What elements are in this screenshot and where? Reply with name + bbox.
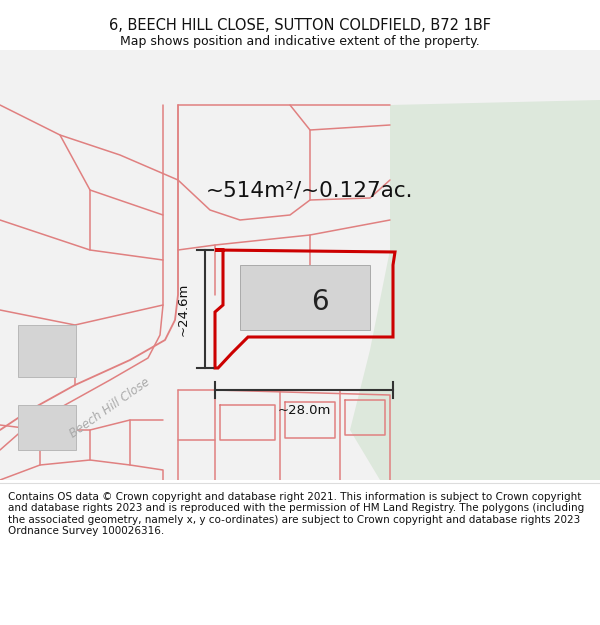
Text: 6, BEECH HILL CLOSE, SUTTON COLDFIELD, B72 1BF: 6, BEECH HILL CLOSE, SUTTON COLDFIELD, B… — [109, 18, 491, 32]
Text: ~24.6m: ~24.6m — [176, 282, 190, 336]
Text: 6: 6 — [311, 288, 329, 316]
Text: ~514m²/~0.127ac.: ~514m²/~0.127ac. — [206, 180, 414, 200]
Bar — [18, 405, 76, 450]
Text: ~28.0m: ~28.0m — [277, 404, 331, 416]
Text: Contains OS data © Crown copyright and database right 2021. This information is : Contains OS data © Crown copyright and d… — [8, 492, 584, 536]
Text: Map shows position and indicative extent of the property.: Map shows position and indicative extent… — [120, 35, 480, 48]
Bar — [240, 265, 370, 330]
Bar — [18, 325, 76, 377]
Polygon shape — [350, 100, 600, 480]
Text: Beech Hill Close: Beech Hill Close — [67, 376, 152, 441]
